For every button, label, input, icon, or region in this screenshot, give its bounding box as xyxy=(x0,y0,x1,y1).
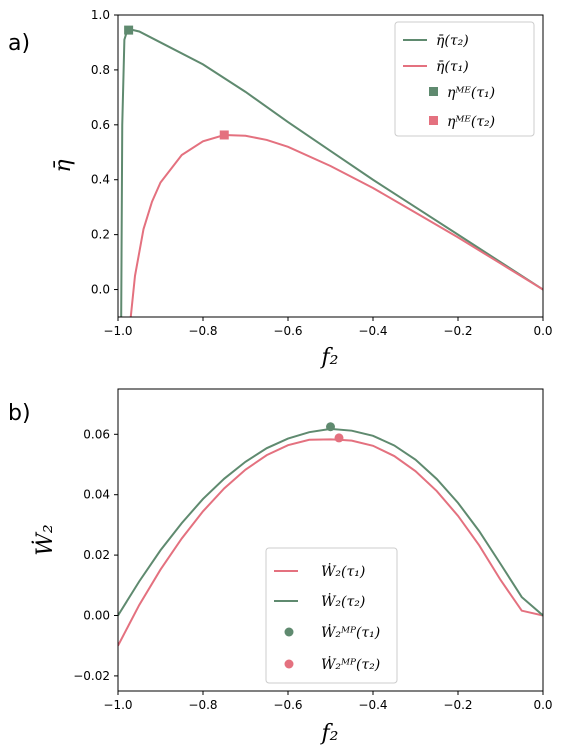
panel-a-x-tick-label-0: −1.0 xyxy=(103,324,132,338)
panel-a-frame xyxy=(117,14,544,318)
panel-a-legend-label-2: ηᴹᴱ(τ₁) xyxy=(447,85,495,101)
panel-a-marker-1 xyxy=(219,130,229,140)
panel-a-x-tick-label-4: −0.2 xyxy=(443,324,472,338)
panel-b-series-line-0 xyxy=(118,438,543,647)
panel-b-frame xyxy=(117,388,544,692)
panel-a-y-tick-label-5: 1.0 xyxy=(91,8,110,22)
panel-a-x-tick-label-3: −0.4 xyxy=(358,324,387,338)
panel-a-legend-label-0: η̄(τ₂) xyxy=(436,33,469,49)
panel-b-x-tick-label-4: −0.2 xyxy=(443,698,472,712)
panel-b-y-tick-label-1: 0.00 xyxy=(83,609,110,623)
panel-a-y-label: η̄ xyxy=(51,159,76,172)
panel-b-y-tick-label-4: 0.06 xyxy=(83,427,110,441)
panel-b-legend-label-2: Ẇ₂ᴹᴾ(τ₁) xyxy=(321,623,380,641)
panel-a-legend-label-1: η̄(τ₁) xyxy=(436,59,469,75)
panel-a-legend-swatch-3 xyxy=(429,116,438,125)
panel-a-y-tick-label-3: 0.6 xyxy=(91,118,110,132)
panel-b-legend-box xyxy=(265,547,398,684)
panel-b-x-tick-label-0: −1.0 xyxy=(103,698,132,712)
panel-a-legend-swatch-2 xyxy=(429,87,438,96)
panel-b-marker-0 xyxy=(326,422,335,432)
panel-a-y-ticks: 0.0 0.2 0.4 0.6 0.8 1.0 xyxy=(91,8,118,297)
panel-a: a) −1.0 −0.8 −0.6 −0.4 −0.2 0.0 0.00.20.40.60… xyxy=(8,8,553,370)
panel-a-y-tick-label-0: 0.0 xyxy=(91,283,110,297)
panel-b-y-tick-label-0: −0.02 xyxy=(73,669,110,683)
panel-b-legend-swatch-2 xyxy=(284,627,294,637)
panel-a-y-tick-label-4: 0.8 xyxy=(91,63,110,77)
panel-b-x-tick-label-2: −0.6 xyxy=(273,698,302,712)
panel-a-x-tick-label-2: −0.6 xyxy=(273,324,302,338)
panel-b-y-tick-label-2: 0.02 xyxy=(83,548,110,562)
panel-a-legend-label-3: ηᴹᴱ(τ₂) xyxy=(447,114,495,130)
panel-b-legend-label-0: Ẇ₂(τ₁) xyxy=(321,562,365,580)
panel-a-plot-area xyxy=(120,25,543,317)
panel-a-y-tick-label-2: 0.4 xyxy=(91,173,110,187)
panel-a-x-tick-label-5: 0.0 xyxy=(533,324,552,338)
panel-b-x-tick-label-3: −0.4 xyxy=(358,698,387,712)
panel-a-x-ticks: −1.0 −0.8 −0.6 −0.4 −0.2 0.0 xyxy=(103,317,553,338)
panel-b-y-tick-label-3: 0.04 xyxy=(83,488,110,502)
panel-b-y-label: Ẇ₂ xyxy=(31,524,58,555)
panel-b-legend: Ẇ₂(τ₁) Ẇ₂(τ₂) Ẇ₂ᴹᴾ(τ₁) Ẇ₂ᴹᴾ(τ₂) xyxy=(265,547,398,684)
panel-b-x-tick-label-1: −0.8 xyxy=(188,698,217,712)
panel-a-x-label: f₂ xyxy=(320,345,339,370)
panel-b-label: b) xyxy=(8,401,31,426)
panel-b-marker-1 xyxy=(334,433,344,443)
panel-a-series-line-0 xyxy=(120,28,543,317)
panel-a-series-line-1 xyxy=(129,133,543,317)
panel-a-marker-0 xyxy=(124,25,134,35)
panel-a-legend: η̄(τ₂) η̄(τ₁) ηᴹᴱ(τ₁) ηᴹᴱ(τ₂) xyxy=(394,21,535,137)
panel-a-label: a) xyxy=(8,31,30,56)
panel-b: b) −1.0 −0.8 −0.6 −0.4 −0.2 0.0 −0.02 0.00 0.02… xyxy=(8,388,553,746)
panel-a-x-tick-label-1: −0.8 xyxy=(188,324,217,338)
panel-b-legend-label-3: Ẇ₂ᴹᴾ(τ₂) xyxy=(321,655,380,673)
panel-a-y-tick-label-1: 0.2 xyxy=(91,228,110,242)
panel-b-x-ticks: −1.0 −0.8 −0.6 −0.4 −0.2 0.0 xyxy=(103,691,553,712)
panel-b-legend-label-1: Ẇ₂(τ₂) xyxy=(321,592,365,610)
panel-b-plot-area xyxy=(118,422,543,647)
panel-b-y-ticks: −0.02 0.00 0.02 0.04 0.06 xyxy=(73,427,118,683)
panel-b-x-tick-label-5: 0.0 xyxy=(533,698,552,712)
panel-a-legend-box xyxy=(394,21,535,137)
panel-b-legend-swatch-3 xyxy=(284,659,294,669)
panel-b-x-label: f₂ xyxy=(320,721,339,746)
